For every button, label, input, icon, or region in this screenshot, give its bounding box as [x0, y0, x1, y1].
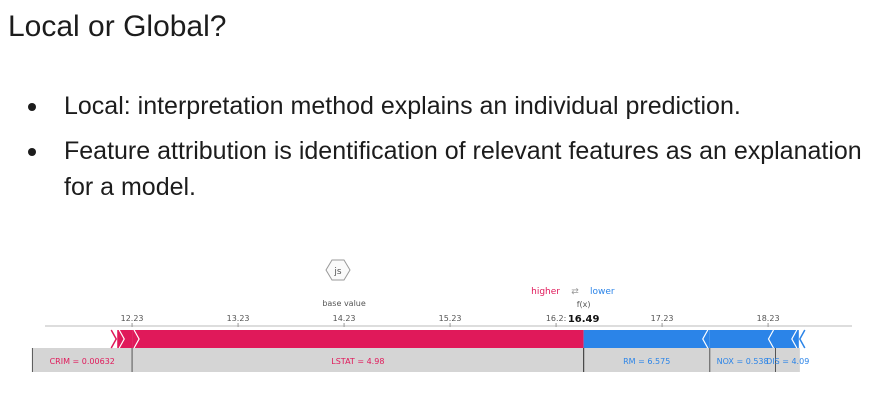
chevron-separator — [133, 329, 140, 349]
bullet-list: Local: interpretation method explains an… — [28, 88, 864, 214]
chevron-separator — [118, 329, 125, 349]
output-label: f(x) — [577, 300, 591, 309]
bullet-dot — [28, 148, 36, 156]
tick-label: 18.23 — [757, 314, 780, 323]
force-bars — [110, 329, 806, 349]
chevron-separator — [702, 329, 709, 349]
shap-force-plot: js higher ⇄ lower base value f(x) 12.23 1… — [31, 259, 852, 372]
bullet-text: Feature attribution is identification of… — [64, 137, 862, 201]
slide-title: Local or Global? — [8, 10, 227, 43]
tick-label: 17.23 — [651, 314, 674, 323]
positive-feature-label: LSTAT = 4.98 — [331, 357, 384, 366]
feature-label-boxes: CRIM = 0.00632 LSTAT = 4.98 RM = 6.575 NOX … — [31, 348, 809, 372]
legend-higher: higher — [531, 287, 560, 297]
negative-bar — [583, 330, 710, 348]
negative-bar — [775, 330, 799, 348]
positive-feature-label: CRIM = 0.00632 — [50, 357, 115, 366]
bullet-feature-attribution: Feature attribution is identification of… — [28, 133, 864, 205]
bullet-local: Local: interpretation method explains an… — [28, 88, 864, 124]
negative-arrow-tip — [798, 329, 806, 349]
legend-lower: lower — [590, 287, 615, 297]
negative-bar — [709, 330, 776, 348]
positive-label-box — [132, 348, 584, 372]
chevron-separator — [791, 329, 798, 349]
js-badge: js — [325, 259, 351, 281]
negative-label-box — [583, 348, 710, 372]
tick-label: 14.23 — [333, 314, 356, 323]
negative-feature-label: NOX = 0.538 — [717, 357, 769, 366]
negative-feature-label: DIS = 4.09 — [766, 357, 809, 366]
tick-label: 13.23 — [227, 314, 250, 323]
negative-feature-label: RM = 6.575 — [623, 357, 670, 366]
positive-label-box — [32, 348, 133, 372]
base-value-label: base value — [322, 299, 366, 308]
legend-arrows: ⇄ — [571, 287, 579, 297]
bullet-dot — [28, 103, 36, 111]
tick-label: 15.23 — [439, 314, 462, 323]
axis-ticks: 12.23 13.23 14.23 15.23 16.2: 17.23 18.23 — [121, 314, 780, 327]
js-badge-label: js — [333, 267, 342, 277]
positive-arrow-tip — [110, 329, 118, 349]
positive-bar — [132, 330, 584, 348]
chevron-separator — [767, 329, 775, 349]
tick-label: 12.23 — [121, 314, 144, 323]
tick-label: 16.2: — [546, 314, 567, 323]
negative-label-box — [775, 348, 800, 372]
negative-label-box — [709, 348, 776, 372]
output-value: 16.49 — [568, 314, 600, 325]
bullet-text: Local: interpretation method explains an… — [64, 92, 741, 120]
